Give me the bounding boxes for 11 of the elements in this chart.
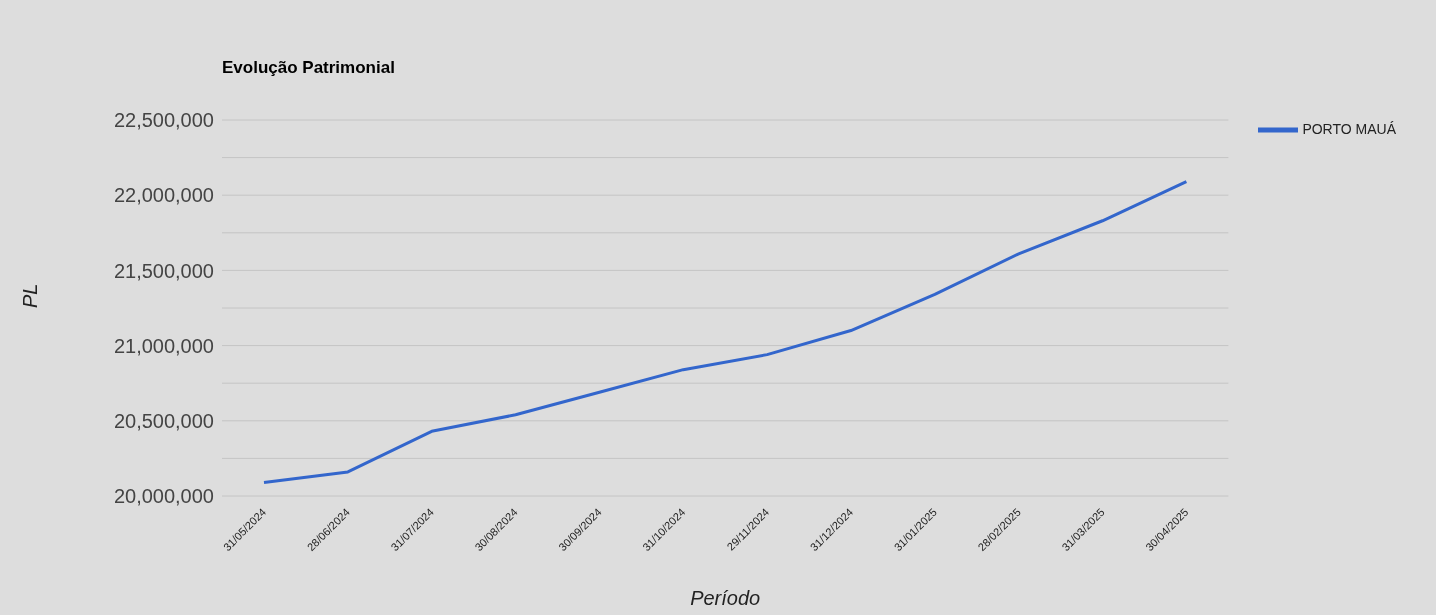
legend-label: PORTO MAUÁ: [1302, 120, 1396, 137]
y-tick-label: 20,000,000: [113, 485, 214, 508]
chart-title: Evolução Patrimonial: [222, 58, 395, 78]
line-series: [262, 180, 1188, 484]
y-tick-label: 20,500,000: [113, 409, 214, 432]
y-tick-label: 21,500,000: [113, 259, 214, 282]
y-axis-title: PL: [19, 283, 42, 308]
y-tick-label: 22,500,000: [113, 109, 214, 132]
x-axis-title: Período: [690, 587, 761, 609]
y-tick-label: 22,000,000: [113, 184, 214, 207]
y-tick-label: 21,000,000: [113, 334, 214, 357]
